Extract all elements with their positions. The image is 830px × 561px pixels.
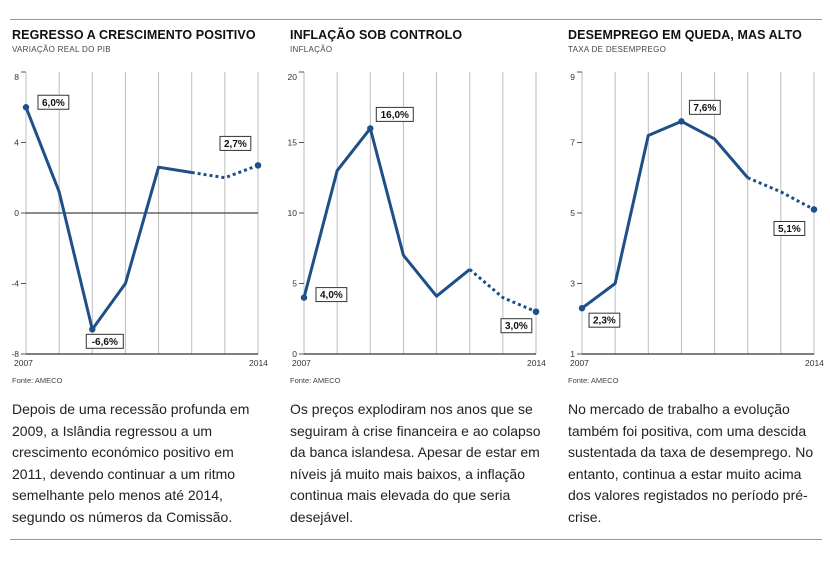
panel-description: No mercado de trabalho a evolução também…: [568, 401, 814, 525]
y-tick-label: 8: [14, 72, 19, 82]
data-label-box: [773, 220, 806, 236]
y-tick-label: 5: [292, 279, 297, 289]
data-label: 2,7%: [224, 139, 247, 150]
y-tick-label: 3: [570, 279, 575, 289]
data-label: 5,1%: [778, 224, 801, 235]
data-label-box: [315, 287, 348, 303]
data-label-box: [85, 333, 124, 349]
data-label: 16,0%: [381, 110, 409, 121]
series-line: [581, 119, 749, 310]
data-label: 7,6%: [693, 103, 716, 114]
y-tick-label: 15: [288, 138, 297, 148]
chart-title: REGRESSO A CRESCIMENTO POSITIVO: [12, 28, 256, 42]
y-tick-label: 4: [14, 138, 19, 148]
data-point-marker: [532, 308, 540, 315]
series-line-projection: [747, 176, 815, 211]
y-tick-label: 0: [14, 208, 19, 218]
data-label: 6,0%: [42, 98, 65, 109]
y-tick-label: 7: [570, 138, 575, 148]
data-point-marker: [22, 104, 30, 111]
data-point-marker: [89, 326, 96, 333]
data-label-box: [219, 135, 252, 151]
chart-subtitle: VARIAÇÃO REAL DO PIB: [12, 45, 111, 54]
chart-source: Fonte: AMECO: [12, 376, 63, 385]
x-tick-label: 2014: [527, 358, 546, 368]
data-label-box: [688, 99, 721, 115]
data-label: 4,0%: [320, 290, 343, 301]
series-line-projection: [468, 268, 537, 314]
bottom-rule: [10, 539, 822, 540]
y-tick-label: -8: [11, 349, 19, 359]
x-tick-label: 2014: [805, 358, 824, 368]
panel-description: Os preços explodiram nos anos que se seg…: [290, 401, 541, 525]
series-line: [302, 126, 471, 298]
panel-gdp-growth: REGRESSO A CRESCIMENTO POSITIVO VARIAÇÃO…: [10, 26, 270, 531]
data-point-marker: [678, 118, 685, 125]
data-label-box: [500, 318, 533, 334]
chart-source: Fonte: AMECO: [568, 376, 619, 385]
y-tick-label: 20: [288, 72, 297, 82]
top-rule: [10, 19, 822, 20]
x-tick-label: 2007: [14, 358, 33, 368]
inflation-line-chart: 0 5 10 15 20 2007 2014 4,0% 16,0% 3,0%: [288, 71, 546, 368]
gdp-line-chart: -8 -4 0 4 8 2007 2014 6,0% -6,6% 2,7%: [11, 71, 268, 368]
y-tick-label: 0: [292, 349, 297, 359]
chart-title: DESEMPREGO EM QUEDA, MAS ALTO: [568, 28, 802, 42]
y-tick-label: 1: [570, 349, 575, 359]
unemployment-line-chart: 1 3 5 7 9 2007 2014 2,3% 7,6% 5,1%: [570, 71, 824, 368]
data-label-box: [375, 106, 414, 122]
panel-inflation: INFLAÇÃO SOB CONTROLO INFLAÇÃO 0 5 10 15 20 2…: [288, 26, 548, 531]
chart-title: INFLAÇÃO SOB CONTROLO: [290, 28, 463, 42]
data-point-marker: [367, 125, 374, 132]
data-label-box: [37, 94, 70, 110]
panel-description: Depois de uma recessão profunda em 2009,…: [12, 401, 250, 525]
y-tick-label: -4: [11, 279, 19, 289]
x-tick-label: 2007: [292, 358, 311, 368]
chart-subtitle: TAXA DE DESEMPREGO: [568, 45, 667, 54]
data-label: 2,3%: [593, 316, 616, 327]
y-tick-label: 10: [288, 208, 297, 218]
data-point-marker: [810, 206, 818, 213]
y-tick-label: 9: [570, 72, 575, 82]
chart-subtitle: INFLAÇÃO: [290, 45, 333, 54]
data-label: -6,6%: [92, 337, 118, 348]
data-label: 3,0%: [505, 321, 528, 332]
series-line: [24, 106, 192, 331]
x-tick-label: 2007: [570, 358, 589, 368]
data-point-marker: [578, 304, 586, 312]
data-point-marker: [254, 162, 262, 169]
data-label-box: [588, 312, 621, 328]
chart-source: Fonte: AMECO: [290, 376, 341, 385]
data-point-marker: [300, 294, 308, 301]
x-tick-label: 2014: [249, 358, 268, 368]
y-tick-label: 5: [570, 208, 575, 218]
panel-unemployment: DESEMPREGO EM QUEDA, MAS ALTO TAXA DE DE…: [566, 26, 826, 531]
